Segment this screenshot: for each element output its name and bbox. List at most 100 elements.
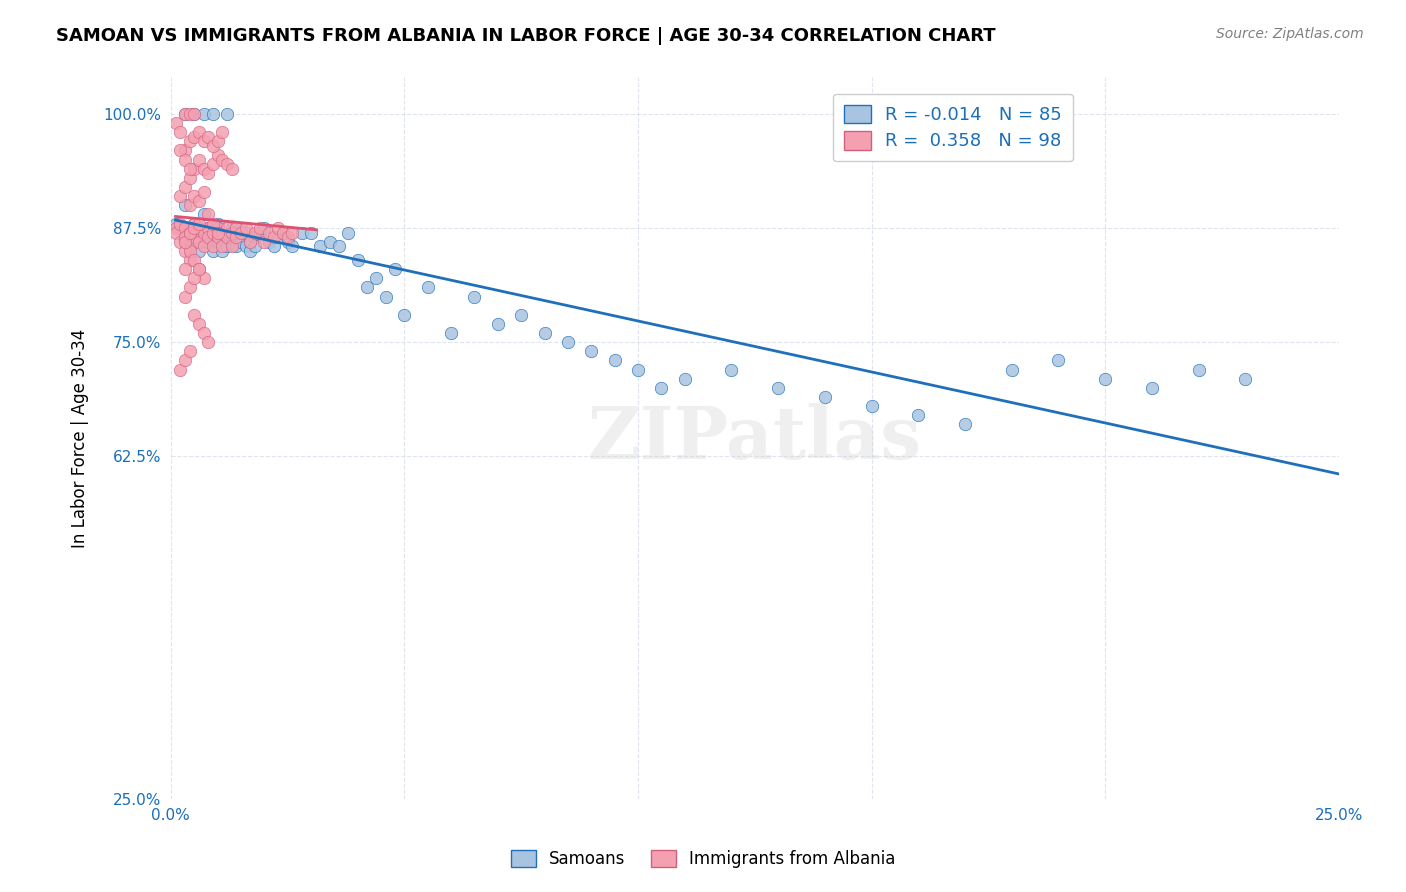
Point [557,335,579,350]
Point [197,235,219,249]
Point [201,217,224,231]
Point [183,221,205,235]
Point [193,134,215,148]
Point [179,221,201,235]
Point [1140,381,1163,395]
Point [179,239,201,253]
Y-axis label: In Labor Force | Age 30-34: In Labor Force | Age 30-34 [72,328,89,548]
Point [179,244,201,258]
Point [187,217,209,231]
Point [235,221,257,235]
Point [173,353,195,368]
Point [277,230,299,244]
Point [165,221,187,235]
Point [173,107,195,121]
Point [239,235,262,249]
Point [187,262,209,277]
Point [197,207,219,221]
Point [581,344,603,359]
Point [416,280,439,294]
Point [249,226,271,240]
Point [183,129,205,144]
Point [187,194,209,208]
Point [1234,372,1257,386]
Point [953,417,976,432]
Point [183,230,205,244]
Point [1094,372,1116,386]
Point [384,262,406,277]
Legend: Samoans, Immigrants from Albania: Samoans, Immigrants from Albania [505,843,901,875]
Point [207,221,229,235]
Point [173,153,195,167]
Point [173,198,195,212]
Point [183,308,205,322]
Legend: R = -0.014   N = 85, R =  0.358   N = 98: R = -0.014 N = 85, R = 0.358 N = 98 [832,94,1073,161]
Point [299,226,322,240]
Point [193,226,215,240]
Point [197,335,219,350]
Point [257,226,280,240]
Point [187,235,209,249]
Point [291,226,314,240]
Point [337,226,360,240]
Point [179,244,201,258]
Point [207,217,229,231]
Point [183,161,205,176]
Point [179,170,201,185]
Point [229,235,252,249]
Point [201,226,224,240]
Point [179,107,201,121]
Point [207,226,229,240]
Point [173,244,195,258]
Point [169,125,191,139]
Point [229,226,252,240]
Point [309,239,332,253]
Point [201,244,224,258]
Point [814,390,837,404]
Point [281,226,304,240]
Point [173,235,195,249]
Text: SAMOAN VS IMMIGRANTS FROM ALBANIA IN LABOR FORCE | AGE 30-34 CORRELATION CHART: SAMOAN VS IMMIGRANTS FROM ALBANIA IN LAB… [56,27,995,45]
Point [197,230,219,244]
Point [165,226,187,240]
Point [207,230,229,244]
Point [193,107,215,121]
Point [225,221,247,235]
Point [169,235,191,249]
Point [356,280,378,294]
Point [211,153,233,167]
Point [221,226,243,240]
Point [627,362,650,376]
Point [197,166,219,180]
Point [221,230,243,244]
Point [193,161,215,176]
Point [720,362,742,376]
Point [463,289,485,303]
Point [187,153,209,167]
Point [193,271,215,285]
Point [187,244,209,258]
Point [281,239,304,253]
Point [225,239,247,253]
Point [215,107,238,121]
Point [193,185,215,199]
Point [253,221,276,235]
Point [201,107,224,121]
Point [243,226,266,240]
Point [173,144,195,158]
Point [510,308,533,322]
Point [201,157,224,171]
Point [267,230,290,244]
Point [211,125,233,139]
Point [271,226,294,240]
Point [271,226,294,240]
Point [215,239,238,253]
Point [169,362,191,376]
Point [215,157,238,171]
Point [207,221,229,235]
Point [183,217,205,231]
Point [179,344,201,359]
Point [183,253,205,268]
Point [243,230,266,244]
Point [173,107,195,121]
